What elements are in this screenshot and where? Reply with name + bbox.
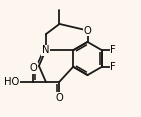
Text: F: F (110, 62, 116, 72)
Text: N: N (42, 45, 49, 55)
Text: O: O (84, 26, 91, 36)
Text: O: O (56, 93, 63, 103)
Text: O: O (29, 63, 37, 73)
Text: F: F (110, 45, 116, 55)
Text: HO: HO (4, 77, 19, 87)
